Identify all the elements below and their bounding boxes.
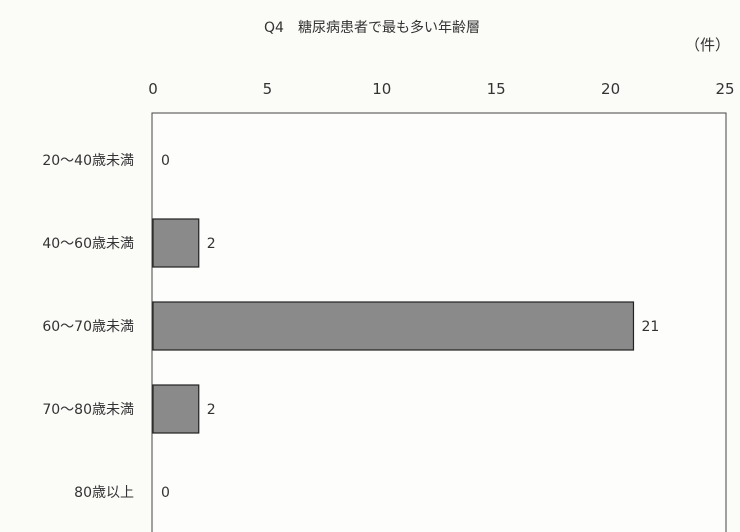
x-tick-label: 20 xyxy=(601,80,620,98)
unit-label: （件） xyxy=(685,36,730,54)
bar xyxy=(152,218,200,268)
value-labels: 0 2 21 2 0 xyxy=(161,153,659,501)
category-label: 70〜80歳未満 xyxy=(42,402,134,418)
x-axis-ticks: 0 5 10 15 20 25 xyxy=(148,80,734,98)
bar xyxy=(152,301,635,351)
x-tick-label: 5 xyxy=(263,80,273,98)
category-label: 60〜70歳未満 xyxy=(42,319,134,335)
bar-value-label: 2 xyxy=(207,236,216,252)
chart-title: Q4 糖尿病患者で最も多い年齢層 xyxy=(264,19,480,36)
bar-value-label: 0 xyxy=(161,485,170,501)
bar xyxy=(152,384,200,434)
bars xyxy=(152,218,635,434)
x-tick-label: 0 xyxy=(148,80,158,98)
category-labels: 20〜40歳未満 40〜60歳未満 60〜70歳未満 70〜80歳未満 80歳以上 xyxy=(42,153,134,501)
category-label: 80歳以上 xyxy=(74,485,134,501)
bar-value-label: 2 xyxy=(207,402,216,418)
x-tick-label: 10 xyxy=(372,80,391,98)
category-label: 20〜40歳未満 xyxy=(42,153,134,169)
category-label: 40〜60歳未満 xyxy=(42,236,134,252)
bar-value-label: 21 xyxy=(641,319,659,335)
x-tick-label: 15 xyxy=(487,80,506,98)
bar-value-label: 0 xyxy=(161,153,170,169)
x-tick-label: 25 xyxy=(715,80,734,98)
